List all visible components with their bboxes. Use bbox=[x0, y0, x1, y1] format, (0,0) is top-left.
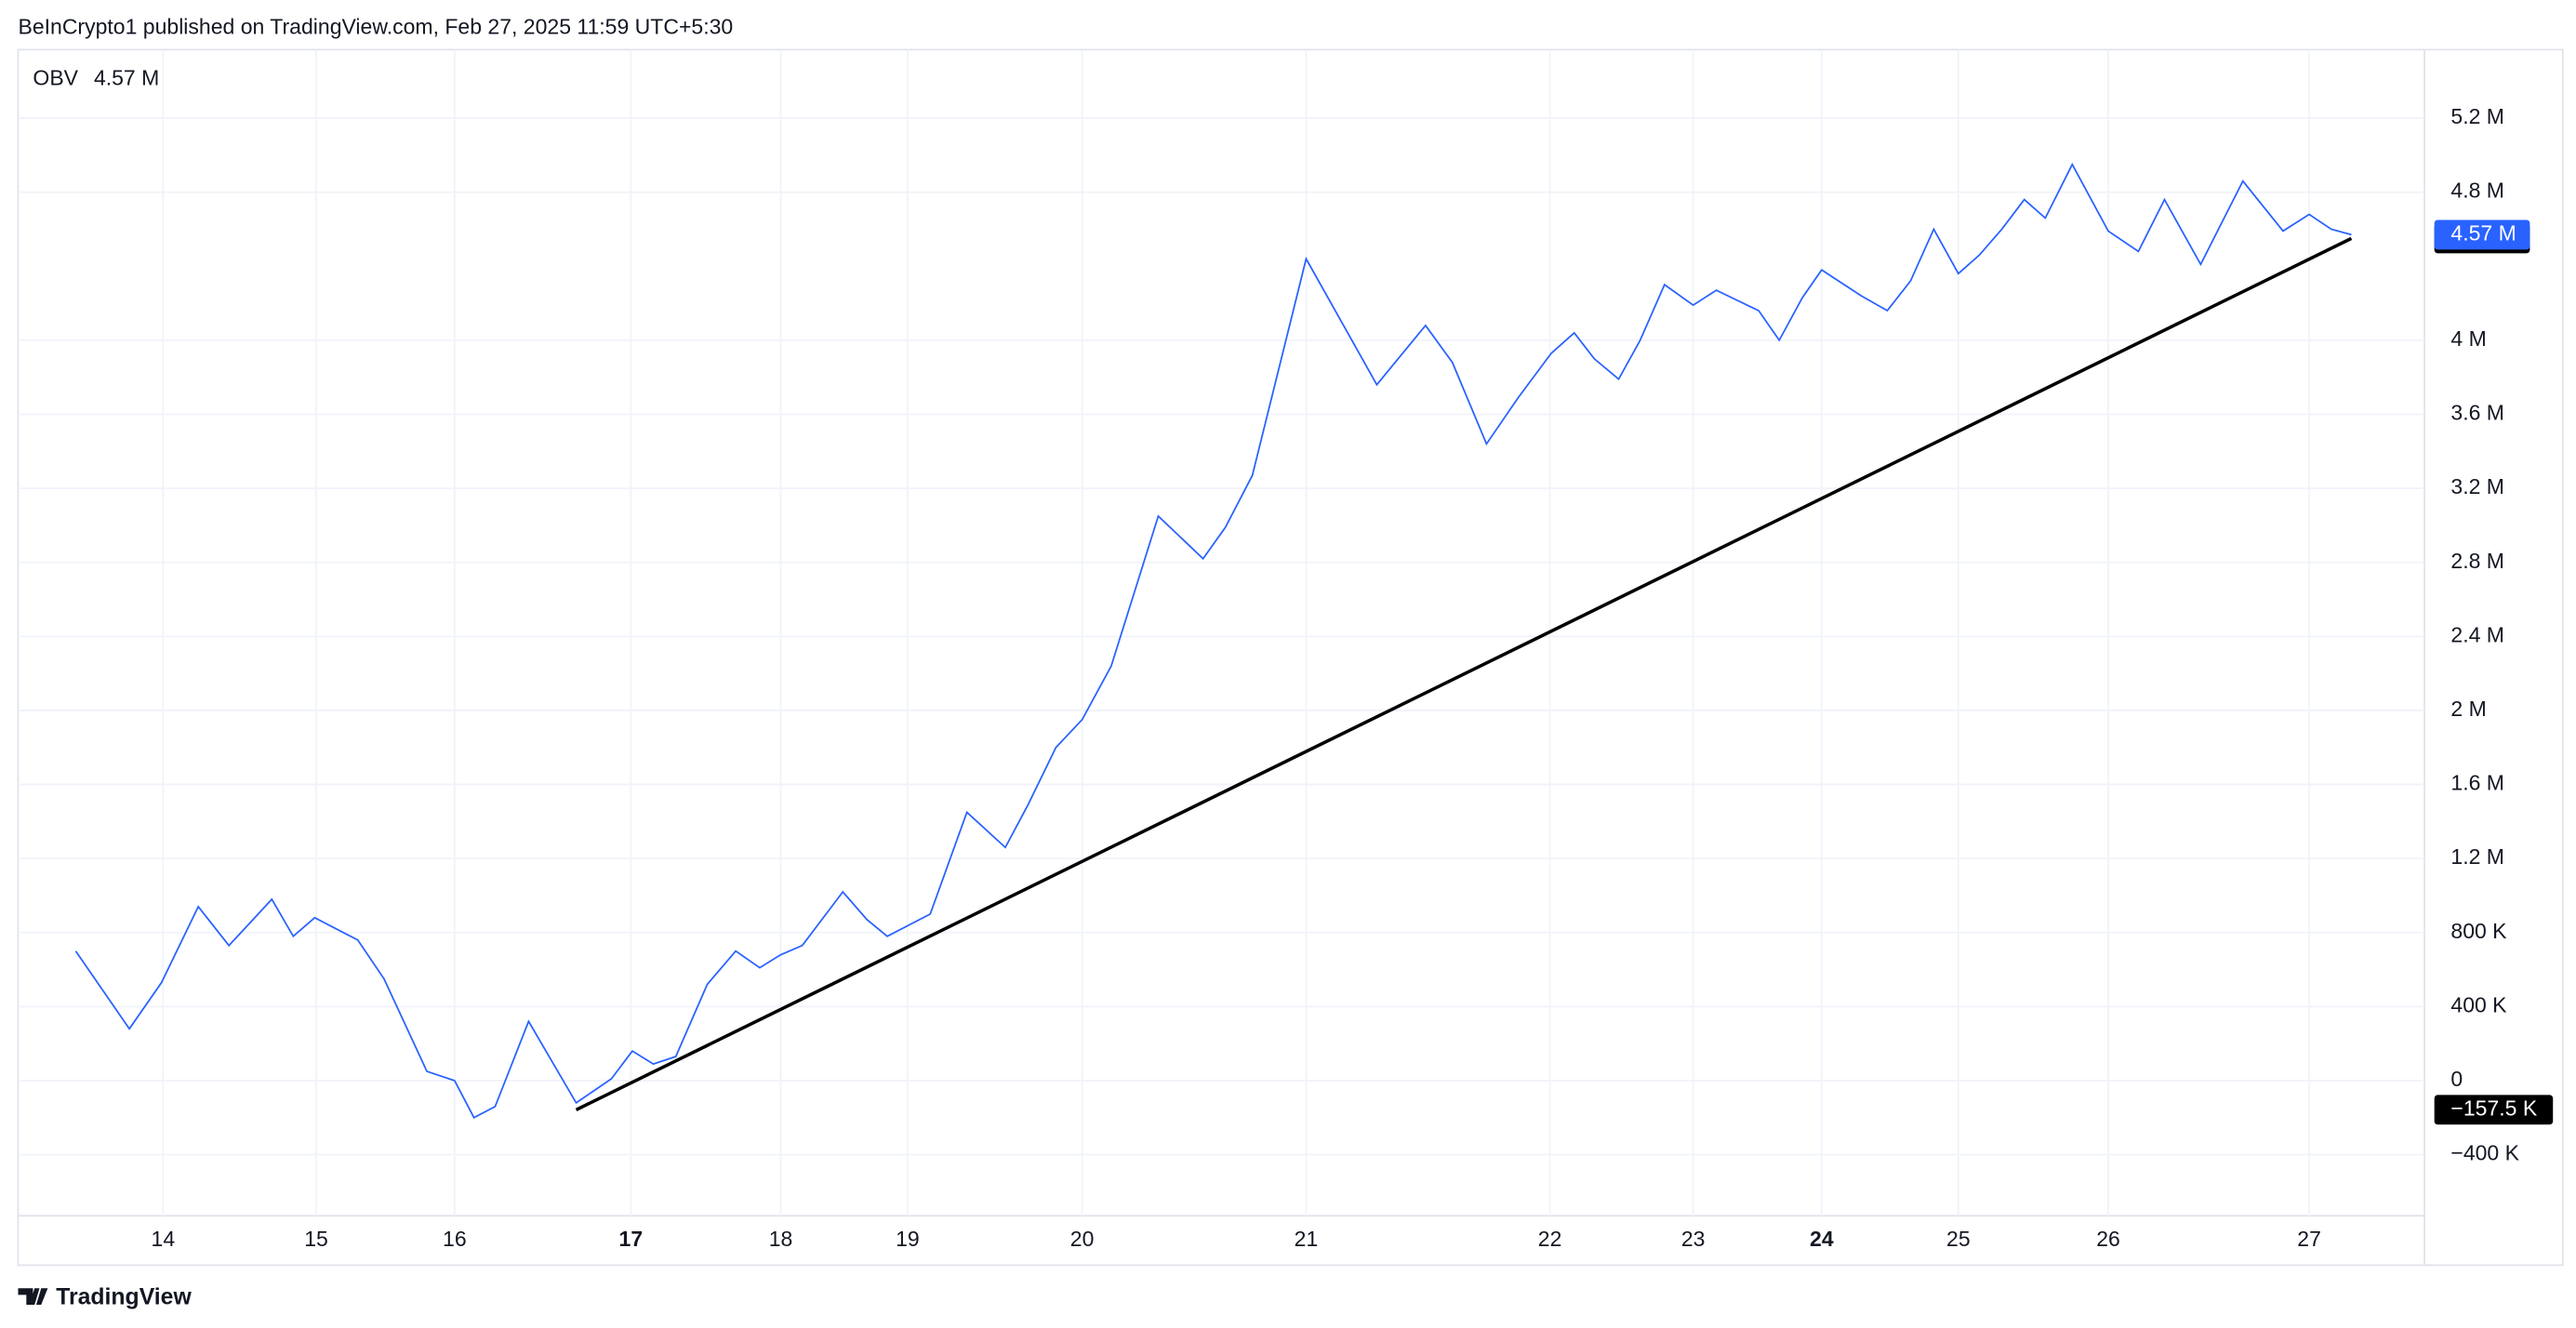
y-tick-label: 0 bbox=[2450, 1067, 2463, 1091]
x-tick-label: 22 bbox=[1538, 1227, 1562, 1251]
price-tag bbox=[2434, 219, 2530, 250]
trend-line bbox=[575, 236, 2353, 1111]
grid bbox=[18, 49, 2425, 1216]
y-tick-label: 5.2 M bbox=[2450, 104, 2504, 128]
y-tick-label: 1.2 M bbox=[2450, 844, 2504, 869]
y-tick-label: 2 M bbox=[2450, 697, 2486, 721]
y-tick-label: 2.8 M bbox=[2450, 549, 2504, 573]
y-tick-label: −400 K bbox=[2450, 1141, 2519, 1165]
logo: TradingView bbox=[18, 1284, 192, 1309]
y-tick-label: 1.6 M bbox=[2450, 771, 2504, 795]
x-tick-label: 15 bbox=[304, 1227, 328, 1251]
logo-mark bbox=[18, 1288, 48, 1305]
x-tick-label: 20 bbox=[1070, 1227, 1095, 1251]
legend-name: OBV bbox=[33, 65, 78, 89]
x-tick-label: 18 bbox=[769, 1227, 793, 1251]
y-tick-label: 400 K bbox=[2450, 992, 2507, 1016]
plot bbox=[74, 162, 2353, 1120]
x-tick-label: 19 bbox=[896, 1227, 920, 1251]
axes: 5.2 M 4.8 M 4 M 3.6 M 3.2 M 2.8 M 2.4 M 2 M 1.6 … bbox=[152, 104, 2554, 1251]
x-tick-label: 24 bbox=[1810, 1227, 1834, 1251]
y-tick-label: 4 M bbox=[2450, 326, 2486, 351]
y-tick-label: 3.2 M bbox=[2450, 474, 2504, 498]
x-tick-label: 26 bbox=[2096, 1227, 2120, 1251]
obv-line bbox=[74, 162, 2352, 1120]
y-tick-label: 2.4 M bbox=[2450, 622, 2504, 646]
pane-border bbox=[17, 48, 2564, 1267]
y-tick-label: 3.6 M bbox=[2450, 401, 2504, 425]
caption: BeInCrypto1 published on TradingView.com… bbox=[18, 14, 733, 38]
price-tag-label: −157.5 K bbox=[2450, 1096, 2537, 1120]
price-tag-label: 4.57 M bbox=[2450, 220, 2516, 245]
x-tick-label: 27 bbox=[2297, 1227, 2321, 1251]
y-tick-label: 800 K bbox=[2450, 919, 2507, 943]
x-tick-label: 23 bbox=[1681, 1227, 1706, 1251]
y-tick-label: 4.8 M bbox=[2450, 179, 2504, 203]
x-tick-label: 14 bbox=[152, 1227, 176, 1251]
source: TradingView bbox=[56, 1284, 192, 1309]
legend-value: 4.57 M bbox=[94, 65, 159, 89]
x-tick-label: 21 bbox=[1295, 1227, 1319, 1251]
x-tick-label: 16 bbox=[443, 1227, 467, 1251]
x-tick-label: 25 bbox=[1946, 1227, 1971, 1251]
price-tag bbox=[2434, 1095, 2554, 1125]
x-tick-label: 17 bbox=[619, 1227, 644, 1251]
